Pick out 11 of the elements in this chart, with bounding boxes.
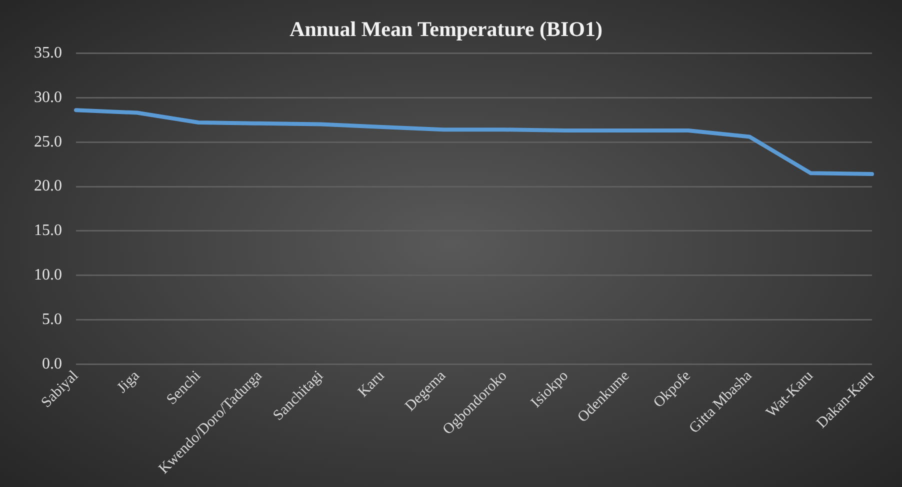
y-tick-label: 5.0 (42, 311, 62, 328)
y-tick-label: 35.0 (34, 44, 62, 62)
x-tick-label: Karu (355, 368, 388, 400)
y-tick-label: 10.0 (34, 266, 62, 284)
y-tick-label: 15.0 (34, 222, 62, 240)
y-tick-label: 0.0 (42, 355, 62, 372)
y-tick-label: 20.0 (34, 178, 62, 195)
x-tick-label: Jiga (114, 368, 144, 396)
y-tick-label: 30.0 (34, 88, 62, 106)
chart-title: Annual Mean Temperature (BIO1) (290, 17, 602, 42)
y-tick-label: 25.0 (34, 133, 62, 150)
